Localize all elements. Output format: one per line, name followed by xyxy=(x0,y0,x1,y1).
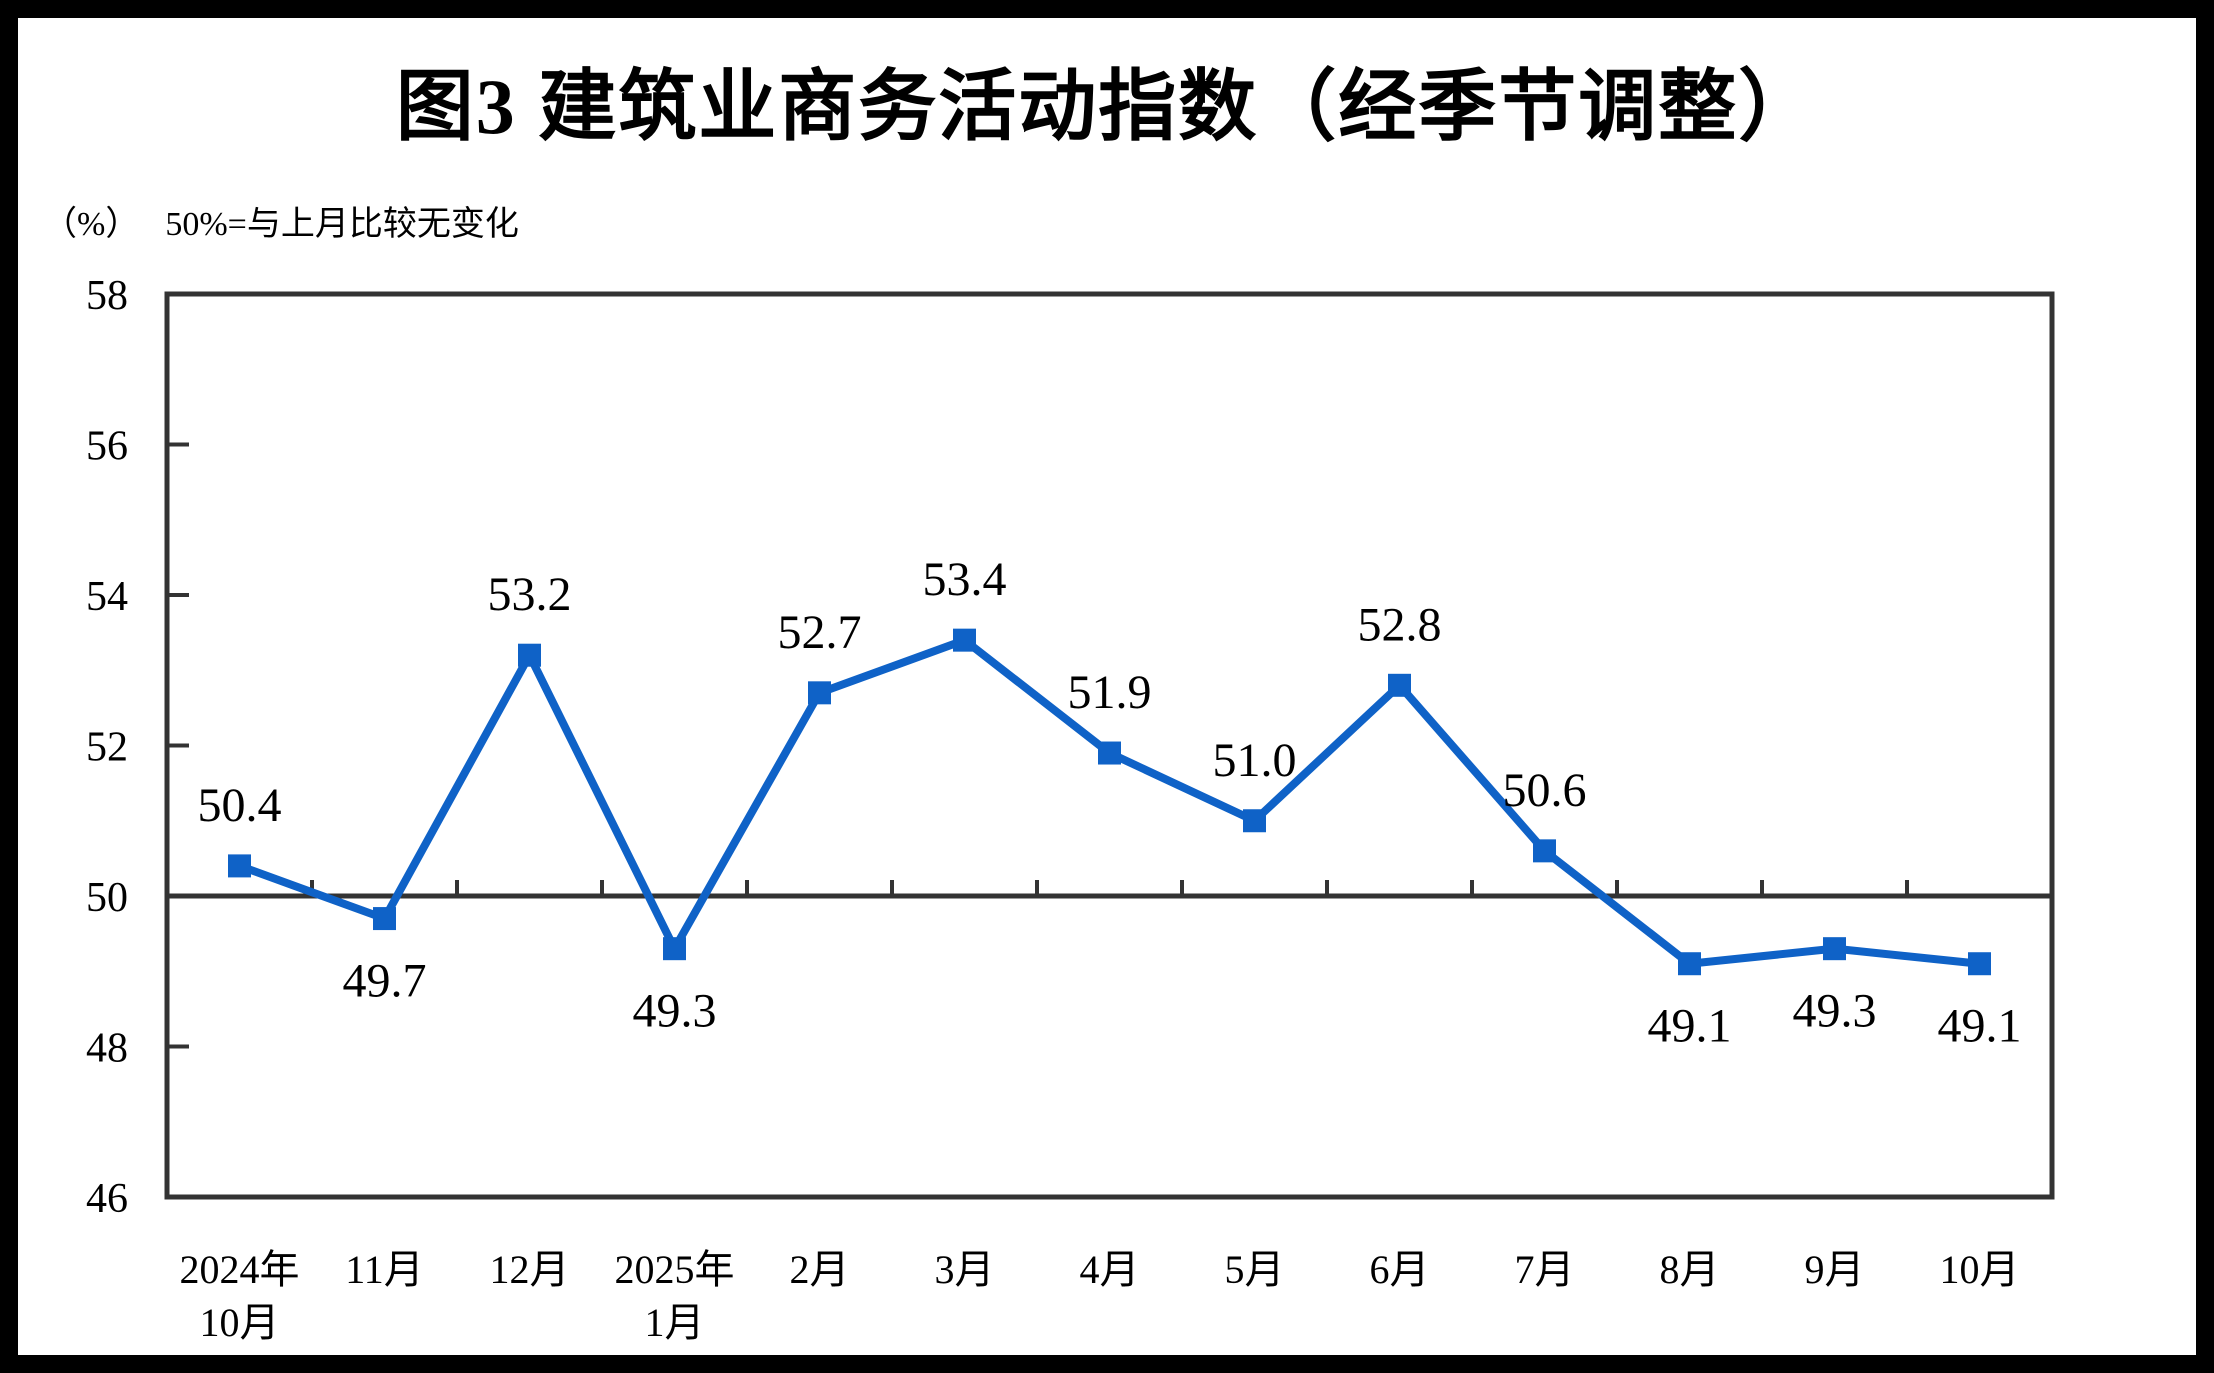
y-axis-tick-label: 52 xyxy=(86,725,128,771)
line-chart-plot: 58 56 54 52 50 48 46 50.4 49.7 53.2 49.3 52.7 53.4 51… xyxy=(86,273,2055,1345)
x-axis-label: 10月 xyxy=(1940,1247,2020,1292)
data-label: 49.1 xyxy=(1648,1000,1732,1053)
data-point-marker xyxy=(1388,673,1411,697)
x-axis-label: 4月 xyxy=(1080,1247,1140,1292)
x-axis-label: 8月 xyxy=(1660,1247,1720,1292)
data-label: 50.6 xyxy=(1503,764,1587,817)
y-axis-tick-label: 50 xyxy=(86,875,128,921)
x-axis-label: 6月 xyxy=(1370,1247,1430,1292)
data-label: 52.8 xyxy=(1358,598,1442,651)
x-axis-label: 11月 xyxy=(345,1247,424,1292)
x-axis-label: 3月 xyxy=(935,1247,995,1292)
data-point-marker xyxy=(228,854,251,878)
y-axis-tick-label: 56 xyxy=(86,424,128,470)
y-axis-tick-label: 48 xyxy=(86,1026,128,1072)
data-point-marker xyxy=(1098,741,1121,765)
data-point-marker xyxy=(663,937,686,961)
x-axis-label-line2: 1月 xyxy=(645,1300,705,1345)
x-axis-label-line2: 10月 xyxy=(200,1300,280,1345)
axis-unit-note: （%） 50%=与上月比较无变化 xyxy=(43,196,519,245)
y-axis-tick-label: 46 xyxy=(86,1176,128,1222)
data-label: 50.4 xyxy=(198,779,282,832)
data-point-marker xyxy=(1243,809,1266,833)
data-point-marker xyxy=(1823,937,1846,961)
y-axis-tick-label: 58 xyxy=(86,273,128,319)
y-axis-tick-label: 54 xyxy=(86,574,128,620)
data-point-marker xyxy=(808,681,831,705)
data-label: 52.7 xyxy=(778,606,862,659)
x-axis-label: 5月 xyxy=(1225,1247,1285,1292)
data-label: 49.7 xyxy=(343,955,427,1008)
x-axis-label: 12月 xyxy=(490,1247,570,1292)
data-label: 49.3 xyxy=(633,985,717,1038)
data-label: 51.9 xyxy=(1068,666,1152,719)
data-point-marker xyxy=(1533,839,1556,863)
x-axis-label: 7月 xyxy=(1515,1247,1575,1292)
y-axis-unit-label: （%） xyxy=(43,206,140,243)
x-axis-label: 2024年 xyxy=(180,1247,300,1292)
reference-note: 50%=与上月比较无变化 xyxy=(165,206,519,243)
data-point-marker xyxy=(1968,952,1991,976)
x-axis-label: 2月 xyxy=(790,1247,850,1292)
data-label: 49.1 xyxy=(1938,1000,2022,1053)
x-axis-label: 2025年 xyxy=(615,1247,735,1292)
data-label: 49.3 xyxy=(1793,985,1877,1038)
data-label: 51.0 xyxy=(1213,734,1297,787)
data-point-marker xyxy=(953,628,976,652)
data-label: 53.4 xyxy=(923,553,1007,606)
chart-title: 图3 建筑业商务活动指数（经季节调整） xyxy=(395,63,1819,150)
data-point-marker xyxy=(1678,952,1701,976)
x-axis-label: 9月 xyxy=(1805,1247,1865,1292)
data-label: 53.2 xyxy=(488,568,572,621)
data-point-marker xyxy=(373,907,396,931)
data-point-marker xyxy=(518,643,541,667)
